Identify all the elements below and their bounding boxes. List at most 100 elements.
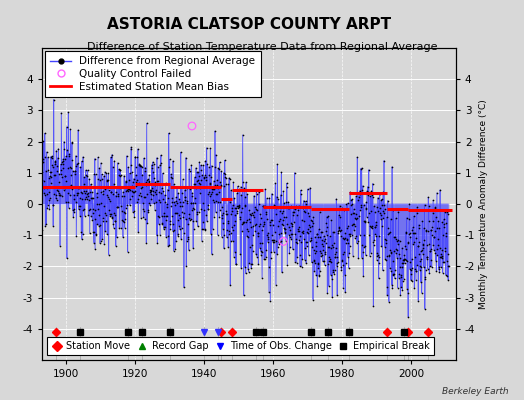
Point bbox=[436, 254, 445, 261]
Point bbox=[224, 244, 232, 250]
Point bbox=[205, 180, 214, 187]
Point bbox=[367, 224, 375, 230]
Point bbox=[128, 169, 136, 176]
Point bbox=[188, 205, 196, 211]
Point bbox=[143, 220, 151, 226]
Point bbox=[440, 224, 449, 230]
Point bbox=[413, 262, 421, 268]
Point bbox=[185, 210, 193, 217]
Point bbox=[276, 238, 285, 244]
Point bbox=[359, 202, 368, 208]
Point bbox=[156, 232, 164, 238]
Point bbox=[138, 171, 146, 178]
Point bbox=[47, 180, 55, 186]
Point bbox=[201, 226, 209, 232]
Point bbox=[86, 189, 94, 196]
Point bbox=[417, 264, 425, 271]
Point bbox=[382, 236, 390, 243]
Point bbox=[203, 161, 211, 167]
Point bbox=[412, 268, 421, 274]
Point bbox=[53, 168, 61, 174]
Point bbox=[150, 161, 158, 167]
Point bbox=[314, 265, 323, 272]
Point bbox=[130, 189, 138, 195]
Point bbox=[101, 228, 110, 234]
Point bbox=[60, 173, 69, 180]
Point bbox=[419, 242, 427, 248]
Point bbox=[290, 209, 299, 215]
Point bbox=[50, 172, 58, 178]
Point bbox=[225, 174, 233, 181]
Point bbox=[264, 236, 272, 243]
Point bbox=[381, 256, 389, 262]
Point bbox=[162, 201, 171, 207]
Point bbox=[298, 217, 306, 223]
Point bbox=[389, 271, 397, 278]
Point bbox=[358, 242, 367, 248]
Point bbox=[152, 154, 161, 161]
Point bbox=[68, 157, 76, 164]
Point bbox=[326, 233, 334, 240]
Point bbox=[258, 240, 267, 246]
Point bbox=[91, 207, 100, 214]
Point bbox=[374, 194, 382, 201]
Point bbox=[322, 232, 331, 238]
Point bbox=[83, 191, 92, 197]
Point bbox=[237, 184, 245, 190]
Point bbox=[135, 162, 143, 168]
Point bbox=[443, 208, 451, 215]
Point bbox=[299, 205, 308, 212]
Point bbox=[352, 233, 361, 239]
Point bbox=[190, 206, 198, 212]
Point bbox=[116, 172, 125, 178]
Point bbox=[159, 226, 168, 232]
Point bbox=[310, 256, 318, 263]
Point bbox=[211, 164, 220, 170]
Point bbox=[266, 218, 275, 225]
Point bbox=[168, 213, 177, 219]
Point bbox=[259, 203, 267, 209]
Point bbox=[342, 240, 350, 246]
Point bbox=[181, 186, 189, 193]
Point bbox=[161, 180, 170, 186]
Point bbox=[57, 171, 66, 178]
Point bbox=[80, 174, 89, 180]
Point bbox=[429, 218, 437, 224]
Point bbox=[265, 194, 274, 201]
Point bbox=[137, 163, 145, 169]
Point bbox=[294, 226, 302, 232]
Point bbox=[232, 261, 241, 267]
Point bbox=[168, 194, 176, 201]
Point bbox=[390, 234, 399, 240]
Point bbox=[113, 204, 122, 211]
Point bbox=[117, 203, 125, 210]
Point bbox=[234, 203, 243, 209]
Point bbox=[355, 213, 363, 219]
Point bbox=[117, 184, 126, 190]
Point bbox=[364, 189, 372, 195]
Point bbox=[420, 225, 428, 231]
Point bbox=[301, 245, 309, 252]
Point bbox=[251, 204, 259, 211]
Point bbox=[94, 176, 103, 182]
Point bbox=[284, 199, 292, 205]
Point bbox=[367, 192, 376, 198]
Point bbox=[398, 245, 406, 251]
Point bbox=[58, 164, 67, 171]
Point bbox=[119, 189, 127, 195]
Point bbox=[231, 205, 239, 212]
Point bbox=[352, 211, 360, 218]
Point bbox=[65, 153, 73, 160]
Point bbox=[279, 188, 288, 194]
Point bbox=[395, 274, 403, 281]
Point bbox=[98, 176, 106, 182]
Point bbox=[393, 254, 401, 261]
Point bbox=[205, 172, 213, 178]
Point bbox=[133, 199, 141, 205]
Point bbox=[93, 221, 102, 228]
Point bbox=[398, 287, 407, 293]
Point bbox=[54, 188, 62, 194]
Point bbox=[246, 244, 254, 250]
Point bbox=[132, 163, 140, 170]
Point bbox=[183, 185, 192, 192]
